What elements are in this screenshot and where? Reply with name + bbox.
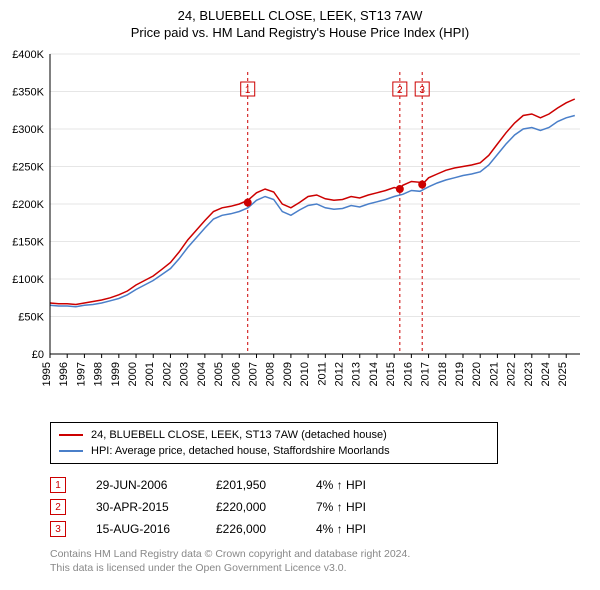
svg-text:£200K: £200K [12,199,44,211]
event-row-2: 2 30-APR-2015 £220,000 7% ↑ HPI [50,496,600,518]
svg-text:£100K: £100K [12,274,44,286]
title-address: 24, BLUEBELL CLOSE, LEEK, ST13 7AW [0,8,600,23]
event-price-3: £226,000 [216,522,316,536]
svg-text:£300K: £300K [12,124,44,136]
svg-text:£50K: £50K [18,312,44,324]
svg-text:2012: 2012 [334,362,346,386]
svg-text:2004: 2004 [196,362,208,386]
svg-text:£250K: £250K [12,162,44,174]
legend: 24, BLUEBELL CLOSE, LEEK, ST13 7AW (deta… [50,422,498,464]
svg-text:3: 3 [419,85,425,96]
svg-text:1999: 1999 [110,362,122,386]
legend-label-hpi: HPI: Average price, detached house, Staf… [91,445,390,457]
svg-text:2: 2 [397,85,403,96]
title-subtitle: Price paid vs. HM Land Registry's House … [0,25,600,40]
footer-line1: Contains HM Land Registry data © Crown c… [50,548,600,562]
svg-text:£0: £0 [32,349,44,361]
legend-label-property: 24, BLUEBELL CLOSE, LEEK, ST13 7AW (deta… [91,429,387,441]
svg-text:1997: 1997 [75,362,87,386]
event-date-3: 15-AUG-2016 [96,522,216,536]
svg-text:1995: 1995 [41,362,53,386]
svg-text:2013: 2013 [351,362,363,386]
svg-text:2019: 2019 [454,362,466,386]
svg-text:2003: 2003 [179,362,191,386]
svg-text:2009: 2009 [282,362,294,386]
event-badge-2: 2 [50,499,66,515]
svg-text:2021: 2021 [488,362,500,386]
legend-item-property: 24, BLUEBELL CLOSE, LEEK, ST13 7AW (deta… [59,427,489,443]
svg-text:2008: 2008 [265,362,277,386]
chart-title-block: 24, BLUEBELL CLOSE, LEEK, ST13 7AW Price… [0,0,600,44]
svg-text:2016: 2016 [402,362,414,386]
svg-text:2018: 2018 [437,362,449,386]
line-chart-svg: £0 £50K £100K £150K £200K £250K £300K £350K £400… [0,44,600,414]
svg-text:2015: 2015 [385,362,397,386]
event-price-2: £220,000 [216,500,316,514]
svg-text:2010: 2010 [299,362,311,386]
svg-text:2001: 2001 [144,362,156,386]
event-price-1: £201,950 [216,478,316,492]
svg-text:2011: 2011 [316,362,328,386]
svg-text:2023: 2023 [523,362,535,386]
svg-text:2000: 2000 [127,362,139,386]
svg-text:2020: 2020 [471,362,483,386]
svg-text:2006: 2006 [230,362,242,386]
svg-text:£350K: £350K [12,87,44,99]
event-row-3: 3 15-AUG-2016 £226,000 4% ↑ HPI [50,518,600,540]
svg-text:1998: 1998 [93,362,105,386]
event-date-1: 29-JUN-2006 [96,478,216,492]
event-badge-1: 1 [50,477,66,493]
svg-text:1: 1 [245,85,251,96]
svg-text:2017: 2017 [420,362,432,386]
event-pct-1: 4% ↑ HPI [316,478,416,492]
event-pct-2: 7% ↑ HPI [316,500,416,514]
footer-attribution: Contains HM Land Registry data © Crown c… [50,548,600,575]
legend-swatch-hpi [59,450,83,452]
svg-text:2014: 2014 [368,362,380,386]
svg-text:£150K: £150K [12,237,44,249]
event-pct-3: 4% ↑ HPI [316,522,416,536]
svg-text:2002: 2002 [161,362,173,386]
svg-text:£400K: £400K [12,49,44,61]
event-badge-3: 3 [50,521,66,537]
svg-text:2005: 2005 [213,362,225,386]
svg-text:2024: 2024 [540,362,552,386]
legend-swatch-property [59,434,83,436]
chart-area: £0 £50K £100K £150K £200K £250K £300K £350K £400… [0,44,600,414]
svg-text:2022: 2022 [506,362,518,386]
svg-text:2007: 2007 [247,362,259,386]
svg-text:1996: 1996 [58,362,70,386]
svg-text:2025: 2025 [557,362,569,386]
event-list: 1 29-JUN-2006 £201,950 4% ↑ HPI 2 30-APR… [50,474,600,540]
event-row-1: 1 29-JUN-2006 £201,950 4% ↑ HPI [50,474,600,496]
event-date-2: 30-APR-2015 [96,500,216,514]
footer-line2: This data is licensed under the Open Gov… [50,562,600,576]
legend-item-hpi: HPI: Average price, detached house, Staf… [59,443,489,459]
